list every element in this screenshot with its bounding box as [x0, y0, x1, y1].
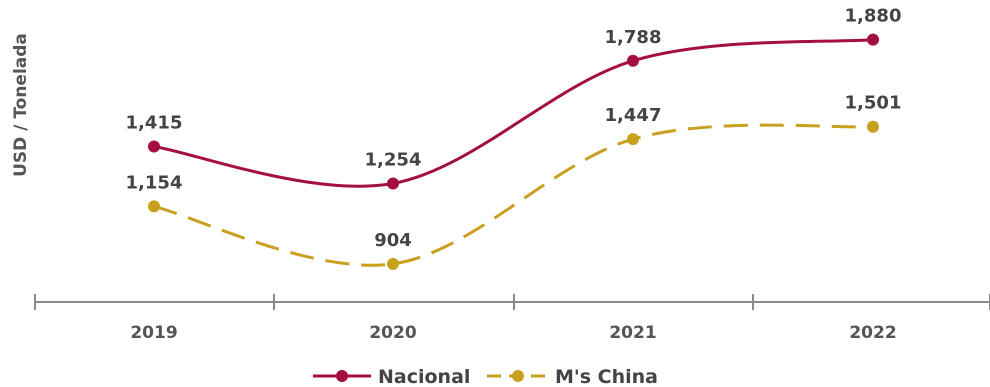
series-line [153, 123, 874, 267]
legend-swatch-marker [336, 370, 348, 382]
data-point [867, 33, 879, 46]
legend-item-nacional: Nacional [313, 366, 470, 387]
series-line [153, 38, 874, 188]
legend: Nacional M's China [313, 366, 658, 387]
y-axis-label: USD / Tonelada [11, 33, 31, 177]
series-ms-china: 1,154 904 1,447 1,501 [126, 93, 902, 270]
data-label: 1,154 [126, 172, 183, 193]
data-label: 1,254 [365, 149, 422, 170]
x-tick-label: 2021 [609, 323, 656, 343]
legend-label: M's China [555, 366, 658, 387]
data-point [867, 120, 879, 133]
data-point [148, 140, 160, 153]
data-point [627, 133, 639, 146]
data-label: 1,880 [845, 6, 902, 27]
x-tick-label: 2020 [369, 323, 416, 343]
data-point [627, 54, 639, 67]
legend-swatch-marker [512, 370, 524, 382]
x-tick-label: 2019 [130, 323, 177, 343]
data-label: 1,788 [605, 27, 662, 48]
x-tick-label: 2022 [849, 323, 896, 343]
legend-item-ms-china: M's China [487, 366, 658, 387]
data-label: 1,415 [126, 112, 183, 133]
data-point [387, 177, 399, 190]
x-axis-tick-labels: 2019 2020 2021 2022 [130, 323, 896, 343]
data-label: 1,501 [845, 93, 902, 114]
series-nacional: 1,415 1,254 1,788 1,880 [126, 6, 902, 190]
x-axis-ticks [34, 294, 990, 310]
series-group: 1,415 1,254 1,788 1,880 1,154 904 1,447 1,501 [126, 6, 902, 270]
data-point [387, 257, 399, 270]
data-point [148, 200, 160, 213]
legend-label: Nacional [378, 366, 470, 387]
data-label: 1,447 [605, 105, 662, 126]
data-label: 904 [374, 230, 412, 251]
